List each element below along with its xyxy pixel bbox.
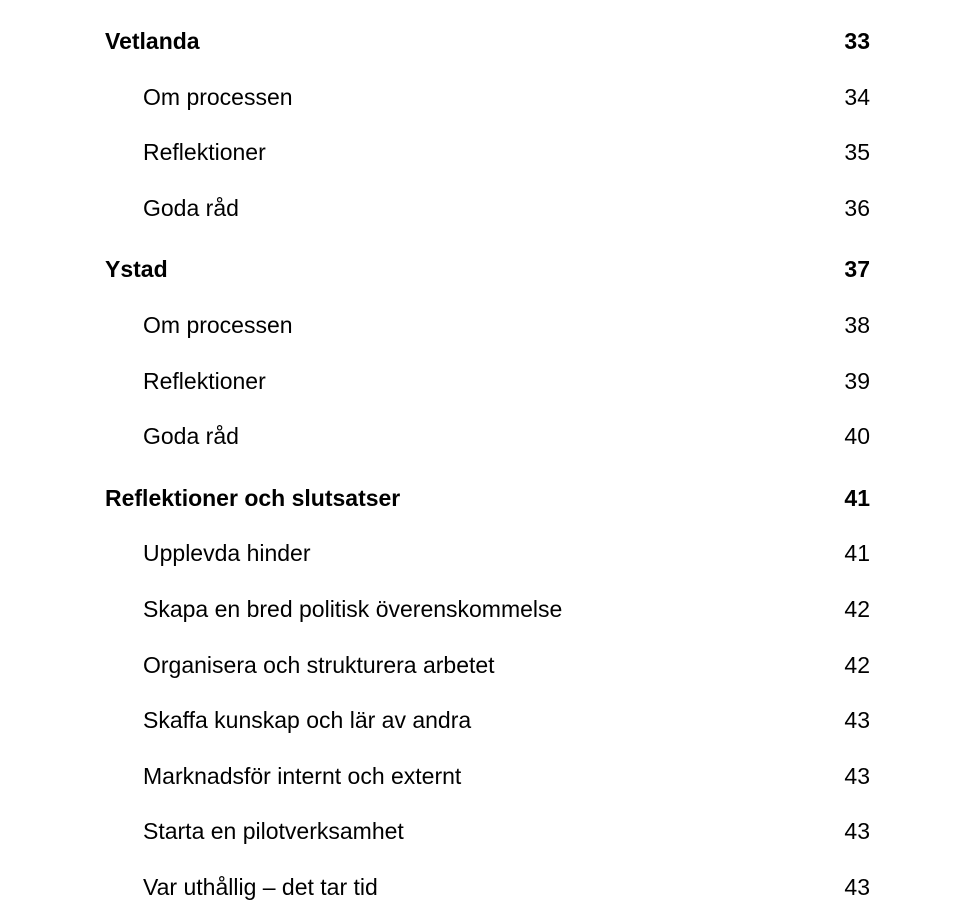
toc-page-number: 39 — [830, 368, 870, 396]
toc-entry: Starta en pilotverksamhet 43 — [105, 818, 870, 846]
toc-entry: Var uthållig – det tar tid 43 — [105, 874, 870, 902]
toc-entry: Organisera och strukturera arbetet 42 — [105, 652, 870, 680]
toc-page-number: 42 — [830, 652, 870, 680]
toc-label: Vetlanda — [105, 28, 830, 56]
toc-label: Reflektioner — [143, 139, 830, 167]
toc-page-number: 35 — [830, 139, 870, 167]
toc-entry: Goda råd 36 — [105, 195, 870, 223]
toc-label: Ystad — [105, 256, 830, 284]
toc-entry: Goda råd 40 — [105, 423, 870, 451]
toc-label: Organisera och strukturera arbetet — [143, 652, 830, 680]
toc-section-heading: Vetlanda 33 — [105, 28, 870, 56]
toc-page-number: 43 — [830, 818, 870, 846]
toc-label: Var uthållig – det tar tid — [143, 874, 830, 902]
toc-label: Reflektioner — [143, 368, 830, 396]
toc-entry: Om processen 38 — [105, 312, 870, 340]
toc-entry: Skapa en bred politisk överenskommelse 4… — [105, 596, 870, 624]
toc-label: Reflektioner och slutsatser — [105, 485, 830, 513]
toc-label: Goda råd — [143, 423, 830, 451]
toc-label: Upplevda hinder — [143, 540, 830, 568]
toc-page-number: 41 — [830, 540, 870, 568]
toc-section-heading: Reflektioner och slutsatser 41 — [105, 485, 870, 513]
toc-label: Om processen — [143, 84, 830, 112]
toc-page-number: 41 — [830, 485, 870, 513]
toc-entry: Om processen 34 — [105, 84, 870, 112]
toc-page-number: 43 — [830, 707, 870, 735]
toc-page-number: 43 — [830, 874, 870, 902]
toc-page-number: 40 — [830, 423, 870, 451]
toc-label: Skapa en bred politisk överenskommelse — [143, 596, 830, 624]
toc-page: Vetlanda 33 Om processen 34 Reflektioner… — [0, 0, 960, 830]
toc-entry: Reflektioner 35 — [105, 139, 870, 167]
toc-label: Starta en pilotverksamhet — [143, 818, 830, 846]
toc-entry: Upplevda hinder 41 — [105, 540, 870, 568]
toc-section-heading: Ystad 37 — [105, 256, 870, 284]
toc-label: Goda råd — [143, 195, 830, 223]
toc-page-number: 42 — [830, 596, 870, 624]
toc-page-number: 37 — [830, 256, 870, 284]
toc-label: Om processen — [143, 312, 830, 340]
toc-entry: Reflektioner 39 — [105, 368, 870, 396]
toc-label: Skaffa kunskap och lär av andra — [143, 707, 830, 735]
toc-entry: Marknadsför internt och externt 43 — [105, 763, 870, 791]
toc-page-number: 38 — [830, 312, 870, 340]
toc-page-number: 43 — [830, 763, 870, 791]
toc-entry: Skaffa kunskap och lär av andra 43 — [105, 707, 870, 735]
toc-page-number: 36 — [830, 195, 870, 223]
toc-label: Marknadsför internt och externt — [143, 763, 830, 791]
toc-page-number: 33 — [830, 28, 870, 56]
toc-page-number: 34 — [830, 84, 870, 112]
